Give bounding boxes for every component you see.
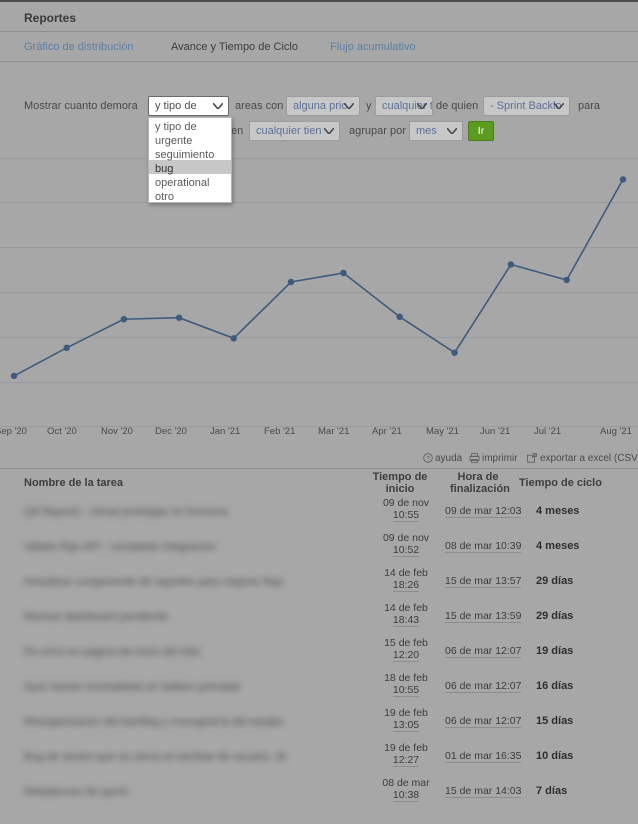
svg-text:?: ? [426,455,430,462]
